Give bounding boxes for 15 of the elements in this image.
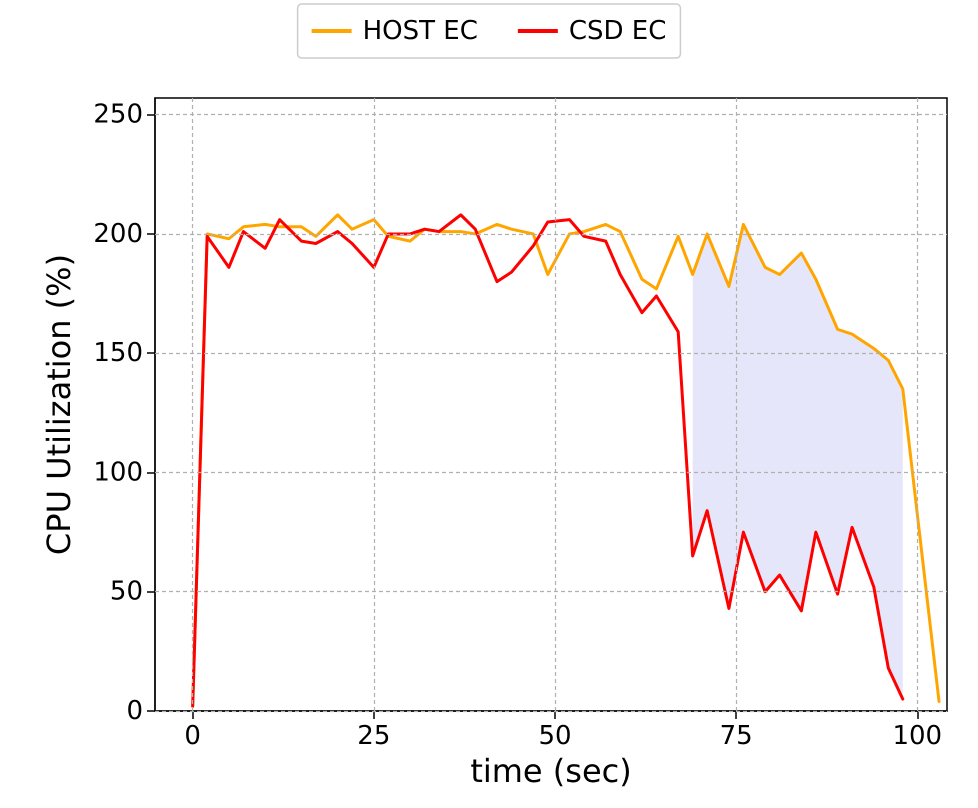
legend-label: HOST EC <box>362 16 478 46</box>
y-axis-title: CPU Utilization (%) <box>40 254 78 556</box>
x-axis-title: time (sec) <box>470 752 632 790</box>
y-tick-label: 250 <box>93 100 143 130</box>
x-tick-label: 25 <box>357 721 390 751</box>
x-tick-label: 0 <box>184 721 201 751</box>
legend-label: CSD EC <box>568 16 666 46</box>
y-tick-label: 150 <box>93 338 143 368</box>
y-tick-label: 50 <box>110 576 143 607</box>
x-tick-label: 50 <box>538 721 572 751</box>
x-tick-label: 75 <box>720 721 753 751</box>
y-tick-label: 200 <box>93 218 143 249</box>
y-tick-label: 0 <box>126 696 143 726</box>
x-tick-label: 100 <box>892 721 942 751</box>
y-tick-label: 100 <box>93 457 143 488</box>
